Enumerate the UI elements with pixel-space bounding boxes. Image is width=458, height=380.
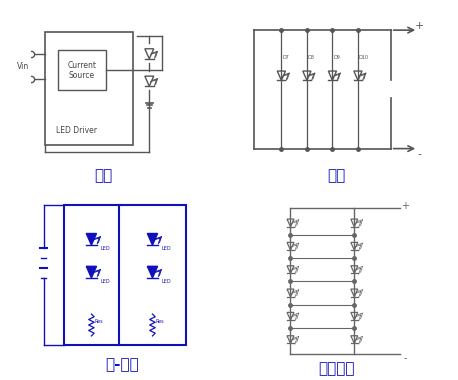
Text: -: - [418, 149, 422, 159]
Polygon shape [86, 233, 97, 245]
Text: Vin: Vin [16, 62, 29, 71]
Text: Res: Res [155, 319, 164, 324]
Text: 串联: 串联 [95, 168, 113, 184]
FancyBboxPatch shape [58, 50, 105, 90]
Polygon shape [147, 266, 158, 278]
Polygon shape [147, 233, 158, 245]
Text: D8: D8 [308, 55, 315, 60]
Text: LED: LED [100, 279, 110, 284]
Text: 并联: 并联 [327, 168, 345, 184]
Text: D10: D10 [359, 55, 369, 60]
FancyBboxPatch shape [64, 205, 186, 345]
Text: D9: D9 [333, 55, 340, 60]
Text: +: + [401, 201, 409, 212]
Text: +: + [415, 22, 425, 32]
Text: LED: LED [100, 246, 110, 251]
Text: LED Driver: LED Driver [56, 126, 97, 135]
Polygon shape [86, 266, 97, 278]
Text: LED: LED [162, 246, 171, 251]
FancyBboxPatch shape [45, 32, 133, 145]
Text: -: - [403, 353, 407, 363]
Text: 串-并联: 串-并联 [105, 358, 139, 373]
Text: Res: Res [94, 319, 103, 324]
Text: D7: D7 [282, 55, 289, 60]
Text: 交叉连接: 交叉连接 [318, 361, 354, 376]
Text: LED: LED [162, 279, 171, 284]
Text: Current
Source: Current Source [67, 60, 96, 80]
